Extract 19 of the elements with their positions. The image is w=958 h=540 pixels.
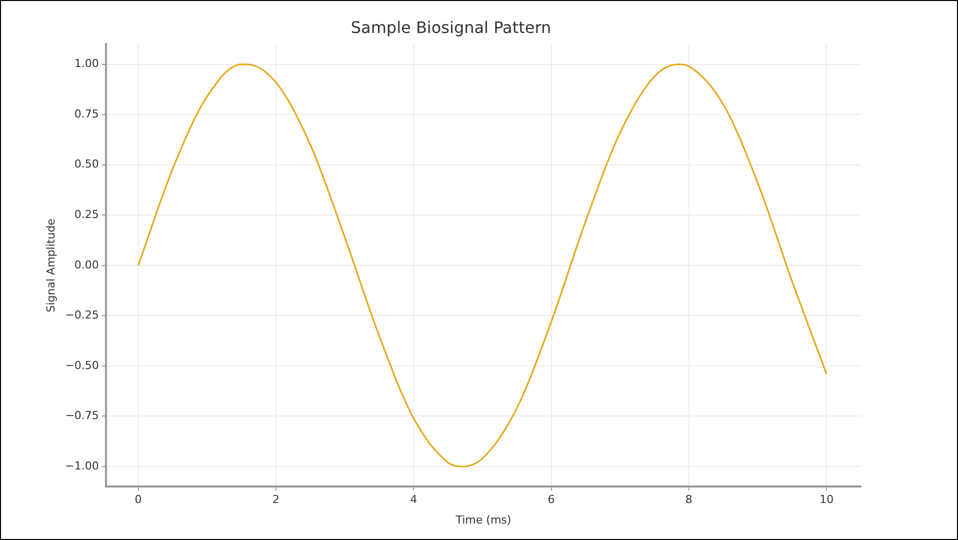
y-tick-label: −0.25 <box>65 308 99 322</box>
y-tick-label: −1.00 <box>65 459 99 472</box>
y-tick-label: 0.00 <box>74 258 99 272</box>
x-tick-label: 2 <box>272 493 280 506</box>
y-tick-label: 1.00 <box>74 57 99 70</box>
line-series <box>137 64 828 468</box>
chart-title: Sample Biosignal Pattern <box>350 18 552 37</box>
y-tick-label: 0.50 <box>74 158 99 171</box>
y-tick-label: −0.75 <box>65 409 99 422</box>
x-tick-label: 4 <box>410 493 418 506</box>
y-tick-label: −0.50 <box>65 358 99 372</box>
x-tick-label: 8 <box>685 493 692 506</box>
x-axis-title: Time (ms) <box>454 513 512 526</box>
x-tick-label: 0 <box>134 493 142 506</box>
y-tick-label: 0.25 <box>74 208 99 221</box>
x-tick-label: 10 <box>820 493 834 506</box>
y-axis-title: Signal Amplitude <box>44 218 58 312</box>
y-tick-label: 0.75 <box>74 107 99 120</box>
x-tick-label: 6 <box>548 493 555 506</box>
